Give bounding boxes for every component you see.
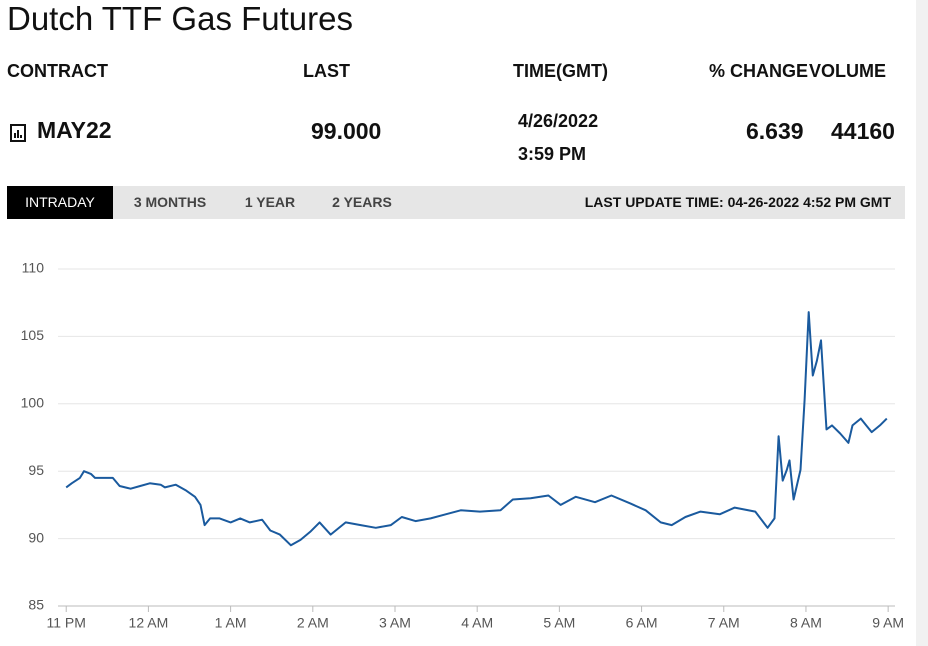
date: 4/26/2022 <box>518 111 599 131</box>
time: 3:59 PM <box>518 144 587 164</box>
tab-bar: INTRADAY 3 MONTHS 1 YEAR 2 YEARS LAST UP… <box>7 186 905 219</box>
last-update: LAST UPDATE TIME: 04-26-2022 4:52 PM GMT <box>584 194 891 210</box>
price-line <box>65 311 888 547</box>
column-header: VOLUME <box>809 61 887 81</box>
tab[interactable]: INTRADAY <box>7 186 113 219</box>
y-tick-label: 85 <box>28 597 44 613</box>
x-tick-label: 8 AM <box>790 615 822 631</box>
y-tick-label: 105 <box>21 327 45 343</box>
volume: 44160 <box>831 118 895 144</box>
y-tick-label: 100 <box>21 395 45 411</box>
column-header: TIME(GMT) <box>513 61 608 81</box>
column-header: % CHANGE <box>709 61 809 81</box>
x-tick-label: 11 PM <box>47 615 86 631</box>
x-tick-label: 12 AM <box>129 615 169 631</box>
x-tick-label: 2 AM <box>297 615 329 631</box>
x-tick-label: 9 AM <box>872 615 904 631</box>
column-header: CONTRACT <box>7 61 108 81</box>
title: Dutch TTF Gas Futures <box>7 0 353 37</box>
chart: 85 90 95 100 105 110 11 PM 12 AM 1 AM 2 AM 3 AM 4 A… <box>21 260 904 631</box>
y-tick-label: 90 <box>28 529 44 545</box>
y-tick-label: 95 <box>28 462 44 478</box>
last: 99.000 <box>311 118 382 144</box>
tab[interactable]: 3 MONTHS <box>133 194 207 210</box>
change: 6.639 <box>746 118 804 144</box>
x-tick-label: 7 AM <box>708 615 740 631</box>
tab[interactable]: 2 YEARS <box>332 194 392 210</box>
x-tick-label: 6 AM <box>626 615 658 631</box>
column-header: LAST <box>303 61 350 81</box>
contract[interactable]: MAY22 <box>37 117 112 143</box>
chart-icon[interactable] <box>10 124 26 142</box>
x-tick-label: 5 AM <box>543 615 575 631</box>
x-tick-label: 3 AM <box>379 615 411 631</box>
x-tick-label: 4 AM <box>461 615 493 631</box>
tab[interactable]: 1 YEAR <box>244 194 296 210</box>
scrollbar[interactable] <box>916 0 928 646</box>
x-tick-label: 1 AM <box>215 615 247 631</box>
y-tick-label: 110 <box>22 260 45 276</box>
